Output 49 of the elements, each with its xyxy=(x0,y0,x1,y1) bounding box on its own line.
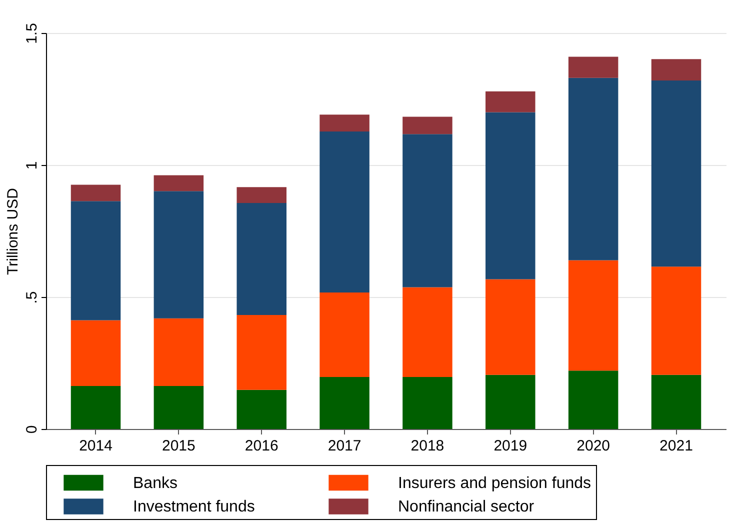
bar xyxy=(402,376,452,429)
bar xyxy=(651,266,702,375)
bar xyxy=(154,318,204,386)
x-tick-label: 2017 xyxy=(328,438,362,454)
bar xyxy=(236,203,286,315)
bar xyxy=(486,91,536,112)
bar xyxy=(154,191,204,318)
bar xyxy=(568,370,618,429)
bar xyxy=(236,390,286,429)
bar xyxy=(154,386,204,429)
bar xyxy=(486,279,536,375)
bar xyxy=(402,134,452,288)
legend-label: Banks xyxy=(133,474,178,492)
bar xyxy=(154,175,204,192)
y-tick-label: 1.5 xyxy=(24,23,40,44)
y-tick-label: .5 xyxy=(24,291,40,304)
bar xyxy=(486,112,536,280)
bar xyxy=(70,320,121,386)
bar xyxy=(320,376,370,429)
bar xyxy=(70,386,121,429)
x-tick-label: 2016 xyxy=(244,438,278,454)
bar xyxy=(568,260,618,371)
bar xyxy=(402,116,452,134)
legend-label: Nonfinancial sector xyxy=(398,498,535,516)
bar xyxy=(486,374,536,429)
y-tick-label: 0 xyxy=(24,425,40,434)
bar xyxy=(402,287,452,377)
bar xyxy=(651,374,702,429)
x-tick-label: 2019 xyxy=(494,438,528,454)
bar xyxy=(320,292,370,377)
bar xyxy=(320,131,370,293)
legend-label: Investment funds xyxy=(133,498,255,516)
legend-label: Insurers and pension funds xyxy=(398,474,592,492)
bar xyxy=(236,314,286,390)
bar xyxy=(70,184,121,202)
y-axis-title: Trillions USD xyxy=(4,188,22,275)
x-tick-label: 2021 xyxy=(660,438,693,454)
x-tick-label: 2018 xyxy=(410,438,444,454)
x-tick-label: 2014 xyxy=(79,438,112,454)
bar xyxy=(568,56,618,78)
bar xyxy=(70,201,121,320)
bar xyxy=(236,187,286,204)
bar xyxy=(651,59,702,81)
x-tick-label: 2015 xyxy=(162,438,196,454)
bar xyxy=(568,78,618,260)
y-tick-label: 1 xyxy=(24,161,40,170)
bar xyxy=(651,80,702,267)
bar xyxy=(320,114,370,132)
x-tick-label: 2020 xyxy=(576,438,610,454)
